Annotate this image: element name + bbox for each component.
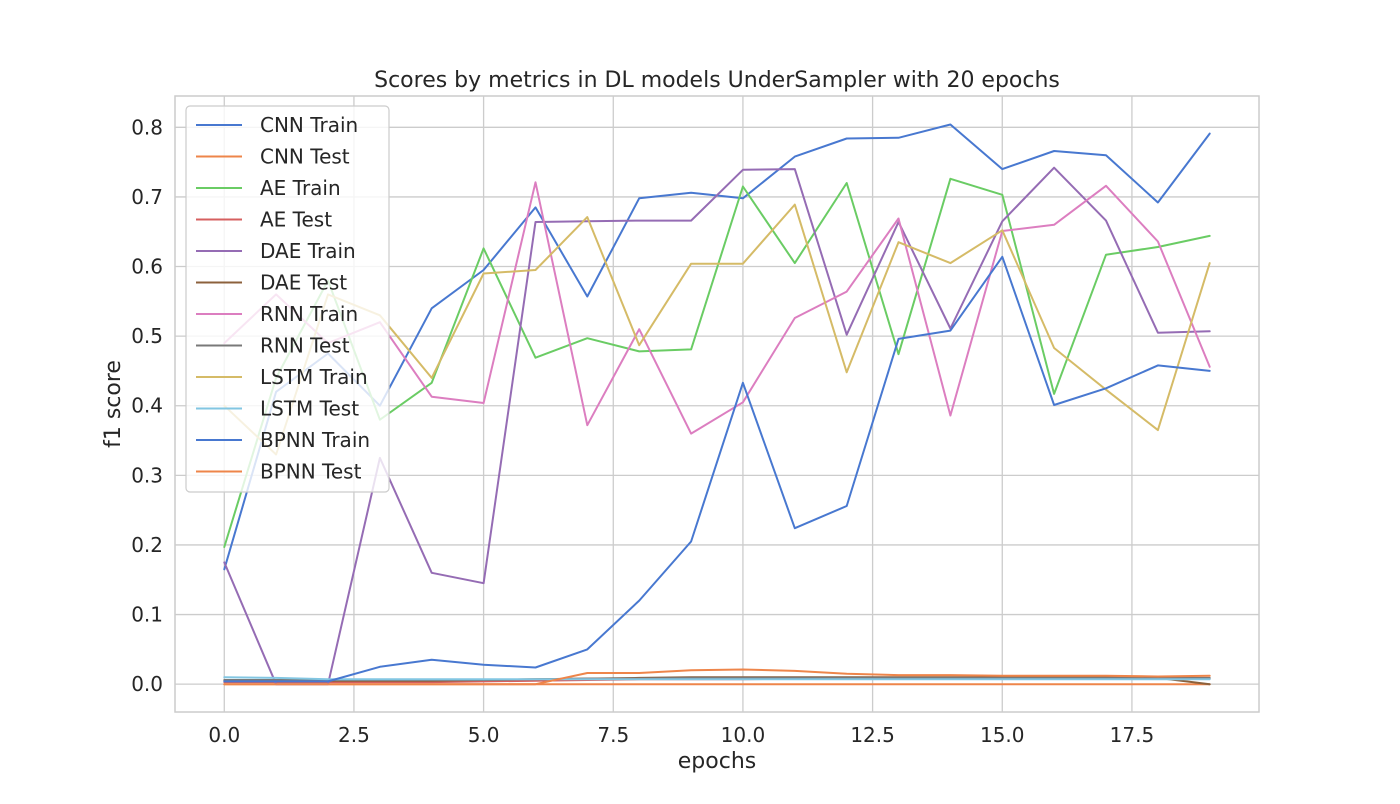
- y-tick-label: 0.7: [131, 185, 163, 209]
- legend-label-lstm-test: LSTM Test: [260, 397, 359, 421]
- x-tick-label: 0.0: [208, 723, 240, 747]
- series-line-lstm-test: [223, 676, 1211, 681]
- x-tick-label: 10.0: [721, 723, 766, 747]
- y-tick-label: 0.0: [131, 672, 163, 696]
- legend-box: [185, 105, 390, 493]
- plot-area-frame: [174, 95, 1260, 713]
- legend-label-ae-test: AE Test: [260, 208, 332, 232]
- x-tick-label: 17.5: [1110, 723, 1155, 747]
- legend-label-bpnn-test: BPNN Test: [260, 460, 362, 484]
- x-axis-ticks: 0.0 2.5 5.0 7.5 10.0 12.5 15.0 17.5: [208, 723, 1154, 747]
- legend-label-rnn-test: RNN Test: [260, 334, 350, 358]
- y-tick-label: 0.5: [131, 324, 163, 348]
- chart-title: Scores by metrics in DL models UnderSamp…: [374, 68, 1060, 93]
- x-tick-label: 7.5: [597, 723, 629, 747]
- y-tick-label: 0.1: [131, 603, 163, 627]
- series-line-bpnn-train: [223, 255, 1211, 683]
- legend: CNN Train CNN Test AE Train AE Test DAE Trai…: [185, 105, 390, 493]
- x-axis-label: epochs: [678, 749, 756, 774]
- legend-label-dae-train: DAE Train: [260, 239, 356, 263]
- legend-label-bpnn-train: BPNN Train: [260, 428, 370, 452]
- y-tick-label: 0.2: [131, 533, 163, 557]
- y-tick-label: 0.3: [131, 463, 163, 487]
- legend-label-lstm-train: LSTM Train: [260, 365, 368, 389]
- y-tick-label: 0.8: [131, 115, 163, 139]
- x-tick-label: 5.0: [468, 723, 500, 747]
- y-tick-label: 0.4: [131, 394, 163, 418]
- y-axis-ticks: 0.0 0.1 0.2 0.3 0.4 0.5 0.6 0.7 0.8: [131, 115, 163, 696]
- x-tick-label: 15.0: [980, 723, 1025, 747]
- y-axis-label: f1 score: [101, 360, 126, 448]
- legend-label-cnn-test: CNN Test: [260, 145, 350, 169]
- legend-label-rnn-train: RNN Train: [260, 302, 358, 326]
- x-tick-label: 12.5: [850, 723, 895, 747]
- legend-label-ae-train: AE Train: [260, 176, 341, 200]
- y-tick-label: 0.6: [131, 255, 163, 279]
- legend-label-dae-test: DAE Test: [260, 271, 347, 295]
- series-line-bpnn-test: [223, 668, 1211, 686]
- x-tick-label: 2.5: [338, 723, 370, 747]
- legend-label-cnn-train: CNN Train: [260, 113, 358, 137]
